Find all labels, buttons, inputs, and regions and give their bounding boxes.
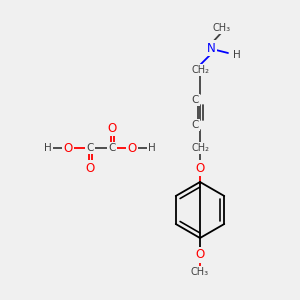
- Text: O: O: [63, 142, 73, 154]
- Text: O: O: [85, 161, 94, 175]
- Text: H: H: [148, 143, 156, 153]
- Text: H: H: [233, 50, 241, 60]
- Text: C: C: [191, 120, 199, 130]
- Text: CH₂: CH₂: [191, 143, 209, 153]
- Text: O: O: [107, 122, 117, 134]
- Text: O: O: [128, 142, 136, 154]
- Text: O: O: [195, 248, 205, 262]
- Text: C: C: [191, 95, 199, 105]
- Text: N: N: [207, 41, 215, 55]
- Text: CH₃: CH₃: [191, 267, 209, 277]
- Text: CH₂: CH₂: [191, 65, 209, 75]
- Text: O: O: [195, 161, 205, 175]
- Text: C: C: [86, 143, 94, 153]
- Text: CH₃: CH₃: [213, 23, 231, 33]
- Text: C: C: [108, 143, 116, 153]
- Text: H: H: [44, 143, 52, 153]
